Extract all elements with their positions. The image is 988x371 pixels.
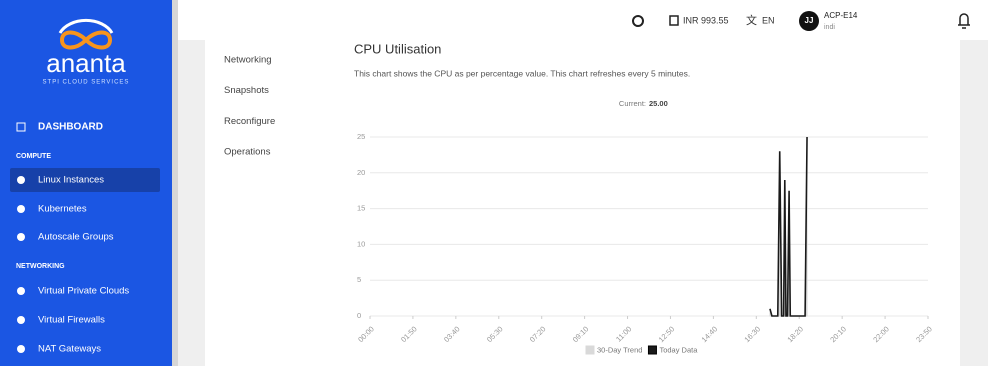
top-bar: [178, 0, 988, 40]
nav-item[interactable]: Virtual Firewalls: [38, 315, 105, 326]
y-tick-label: 15: [357, 204, 365, 213]
nav-item[interactable]: Kubernetes: [38, 204, 87, 215]
nav-section: COMPUTE: [16, 153, 51, 160]
nav-icon: [17, 176, 25, 184]
language[interactable]: EN: [762, 15, 775, 25]
legend-label[interactable]: Today Data: [659, 345, 698, 354]
logo-cloud: [58, 18, 114, 34]
nav-icon: [17, 316, 25, 324]
chart-title: CPU Utilisation: [354, 41, 441, 56]
nav-active: [10, 168, 160, 192]
logo-infinity: [59, 30, 113, 50]
legend-label[interactable]: 30-Day Trend: [597, 345, 642, 354]
account-name: ACP-E14: [824, 11, 858, 20]
y-tick-label: 5: [357, 275, 361, 284]
nav-icon: [17, 205, 25, 213]
y-tick-label: 10: [357, 239, 365, 248]
current-label: Current:: [619, 99, 646, 108]
logo-tagline: STPI CLOUD SERVICES: [43, 80, 130, 86]
chart-subtitle: This chart shows the CPU as per percenta…: [354, 68, 690, 78]
nav-icon: [17, 287, 25, 295]
nav-section: NETWORKING: [16, 263, 65, 270]
y-tick-label: 25: [357, 132, 365, 141]
nav: COMPUTE Linux Instances Kubernetes Autoscal…: [10, 153, 160, 355]
avatar-initials: JJ: [805, 16, 814, 25]
dashboard-icon: [16, 122, 26, 132]
nav-item[interactable]: NAT Gateways: [38, 344, 101, 355]
current-value: 25.00: [649, 99, 668, 108]
legend-swatch[interactable]: [585, 345, 595, 355]
tab[interactable]: Snapshots: [224, 85, 269, 96]
today-line: [769, 136, 808, 317]
y-tick-label: 0: [357, 311, 361, 320]
tab[interactable]: Reconfigure: [224, 116, 275, 127]
legend-swatch[interactable]: [647, 345, 657, 355]
nav-item[interactable]: Virtual Private Clouds: [38, 286, 129, 297]
logo-text: ananta: [46, 48, 126, 78]
balance[interactable]: INR 993.55: [683, 15, 729, 25]
tabs: Networking Snapshots Reconfigure Operations: [224, 55, 275, 158]
support-icon[interactable]: [632, 15, 644, 27]
tab[interactable]: Operations: [224, 147, 271, 158]
bell-icon[interactable]: [958, 13, 970, 29]
content-panel: [205, 40, 960, 366]
nav-item[interactable]: Linux Instances: [38, 175, 104, 186]
user-name: indi: [824, 24, 835, 31]
logo-mark: [58, 18, 114, 50]
nav-dashboard[interactable]: DASHBOARD: [38, 122, 103, 133]
sidebar-scrollbar: [172, 0, 178, 366]
language-icon: 文: [746, 13, 757, 27]
tab[interactable]: Networking: [224, 55, 272, 66]
wallet-icon: [669, 15, 679, 26]
nav-icon: [17, 345, 25, 353]
nav-item[interactable]: Autoscale Groups: [38, 232, 114, 243]
nav-icon: [17, 233, 25, 241]
avatar[interactable]: [799, 11, 819, 31]
y-tick-label: 20: [357, 168, 365, 177]
